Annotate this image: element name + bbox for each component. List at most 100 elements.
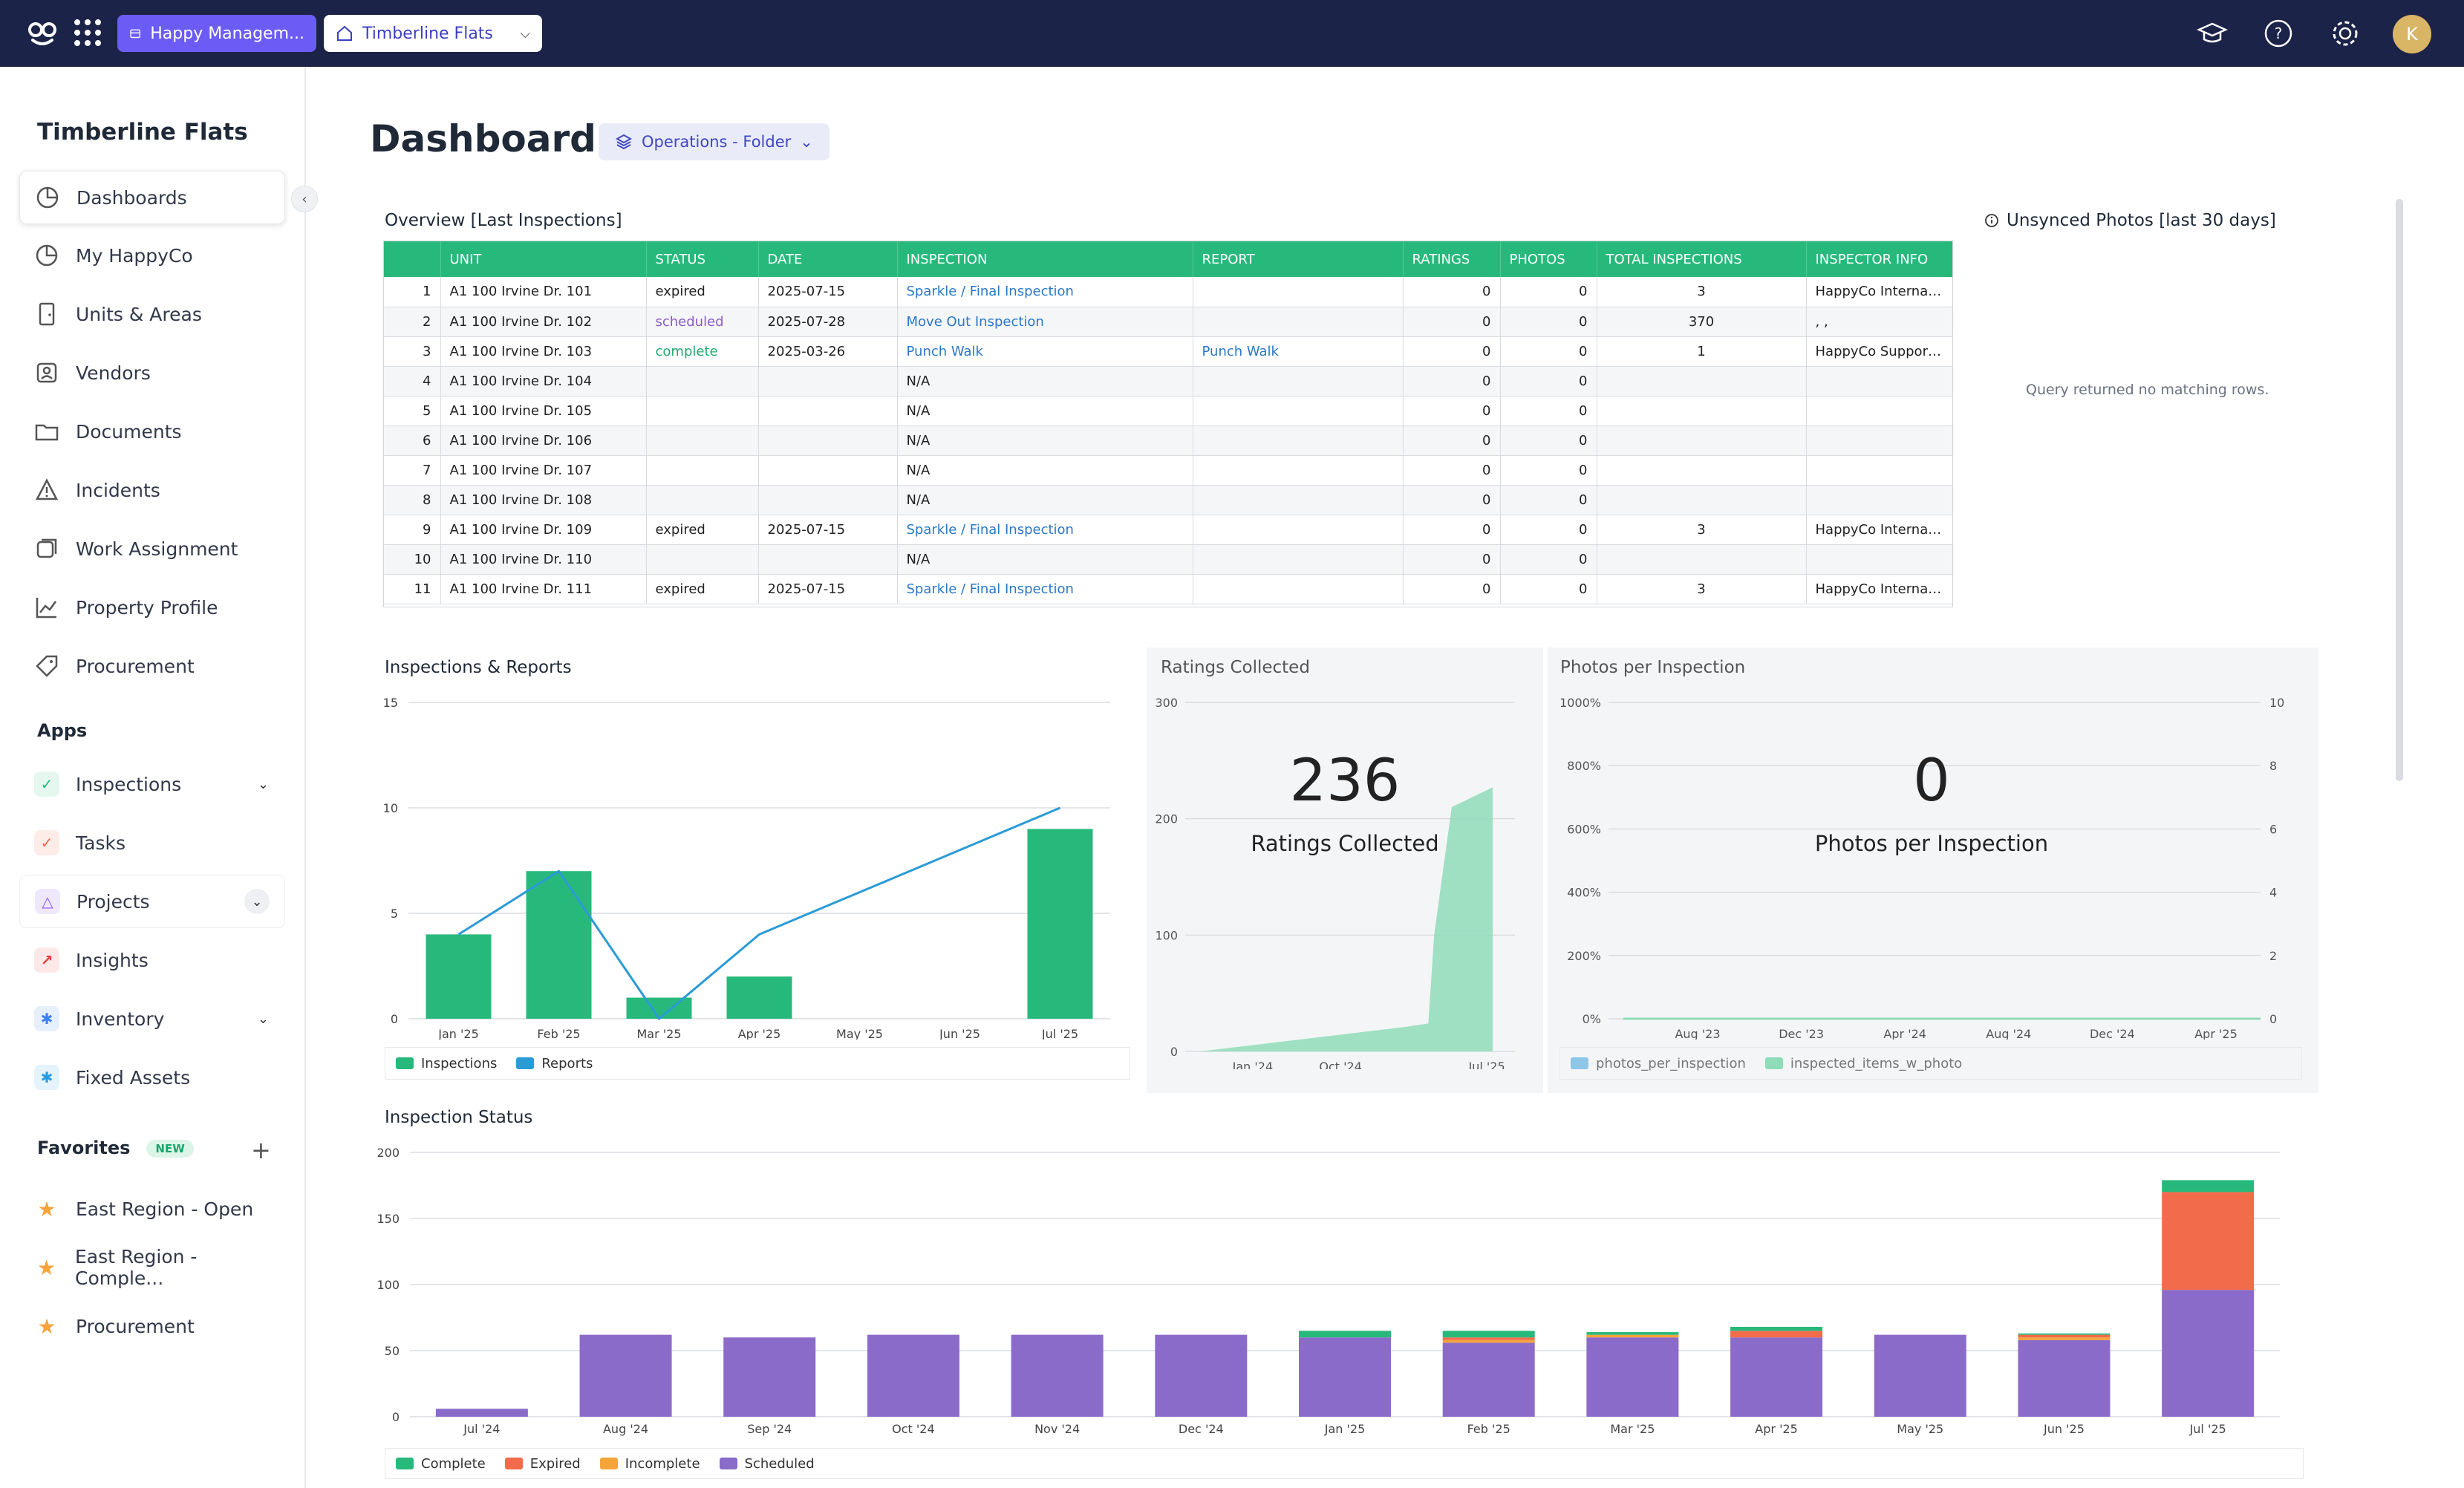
sidebar-item-label: Dashboards xyxy=(76,186,187,209)
folder-selector[interactable]: Operations - Folder ⌄ xyxy=(599,123,830,160)
bar-segment-scheduled xyxy=(1586,1337,1679,1417)
legend-item-reports[interactable]: Reports xyxy=(516,1056,593,1071)
cell-inspection[interactable]: Sparkle / Final Inspection xyxy=(897,515,1193,545)
add-favorite-icon[interactable]: + xyxy=(251,1136,271,1164)
cell-report xyxy=(1193,425,1404,456)
cell-date xyxy=(758,396,898,426)
legend-label: Complete xyxy=(421,1455,486,1472)
sidebar-item-my-happyco[interactable]: My HappyCo xyxy=(19,229,285,282)
column-header-index[interactable] xyxy=(384,241,441,277)
sidebar-property-title: Timberline Flats xyxy=(37,119,248,146)
big-number-label: Ratings Collected xyxy=(1251,831,1438,856)
legend-item-incomplete[interactable]: Incomplete xyxy=(599,1456,700,1472)
cell-unit: A1 100 Irvine Dr. 103 xyxy=(440,336,647,367)
graduation-cap-icon[interactable] xyxy=(2197,18,2228,49)
x-tick-label: Nov '24 xyxy=(1034,1422,1080,1436)
page-scrollbar[interactable] xyxy=(2396,199,2403,781)
x-tick-label: Jul '25 xyxy=(1041,1027,1078,1040)
chevron-down-icon[interactable]: ⌄ xyxy=(257,1011,269,1027)
favorite-item[interactable]: ★ East Region - Open xyxy=(19,1182,285,1236)
legend-item-expired[interactable]: Expired xyxy=(504,1456,581,1472)
table-row[interactable]: 6 A1 100 Irvine Dr. 106 N/A 0 0 xyxy=(384,425,1952,456)
sidebar-app-tasks[interactable]: ✓ Tasks xyxy=(19,816,285,869)
chevron-down-icon[interactable]: ⌄ xyxy=(257,776,269,792)
sidebar-app-projects[interactable]: △ Projects ⌄ xyxy=(19,875,285,928)
y-tick-label-left: 0% xyxy=(1583,1012,1601,1026)
cell-report xyxy=(1193,455,1404,486)
column-header-photos[interactable]: PHOTOS xyxy=(1500,241,1597,277)
sidebar-item-documents[interactable]: Documents xyxy=(19,405,285,458)
sidebar-item-work-assignment[interactable]: Work Assignment xyxy=(19,522,285,575)
help-icon[interactable]: ? xyxy=(2263,18,2294,49)
x-tick-label: Jul '25 xyxy=(1468,1060,1505,1069)
table-row[interactable]: 2 A1 100 Irvine Dr. 102 scheduled 2025-07-2… xyxy=(384,307,1952,337)
cell-inspection[interactable]: Punch Walk xyxy=(897,336,1193,367)
table-row[interactable]: 11 A1 100 Irvine Dr. 111 expired 2025-07-15… xyxy=(384,574,1952,604)
svg-text:?: ? xyxy=(2275,25,2283,42)
sidebar-app-insights[interactable]: ↗ Insights xyxy=(19,933,285,987)
chevron-down-icon[interactable]: ⌄ xyxy=(244,889,270,914)
cell-total-inspections xyxy=(1597,544,1807,575)
legend-swatch xyxy=(396,1057,414,1069)
sidebar-item-procurement[interactable]: Procurement xyxy=(19,639,285,693)
settings-gear-icon[interactable] xyxy=(2330,18,2361,49)
property-name: Timberline Flats xyxy=(362,24,493,43)
cell-date xyxy=(758,366,898,397)
table-row[interactable]: 5 A1 100 Irvine Dr. 105 N/A 0 0 xyxy=(384,396,1952,426)
cell-status: complete xyxy=(646,336,759,367)
column-header-total-inspections[interactable]: TOTAL INSPECTIONS xyxy=(1597,241,1807,277)
legend-swatch xyxy=(504,1458,523,1469)
legend-swatch xyxy=(1571,1057,1588,1069)
column-header-status[interactable]: STATUS xyxy=(646,241,759,277)
happyco-logo-icon[interactable] xyxy=(25,16,59,50)
sidebar-app-inspections[interactable]: ✓ Inspections ⌄ xyxy=(19,757,285,811)
sidebar-app-inventory[interactable]: ✱ Inventory ⌄ xyxy=(19,992,285,1045)
table-row[interactable]: 3 A1 100 Irvine Dr. 103 complete 2025-03-26… xyxy=(384,336,1952,367)
favorite-item[interactable]: ★ East Region - Comple... xyxy=(19,1241,285,1294)
column-header-inspection[interactable]: INSPECTION xyxy=(897,241,1193,277)
cell-row-index: 1 xyxy=(384,277,441,307)
table-row[interactable]: 4 A1 100 Irvine Dr. 104 N/A 0 0 xyxy=(384,366,1952,397)
y-tick-label: 10 xyxy=(383,801,398,815)
legend-label: photos_per_inspection xyxy=(1596,1055,1746,1071)
table-row[interactable]: 8 A1 100 Irvine Dr. 108 N/A 0 0 xyxy=(384,485,1952,515)
y-tick-label: 150 xyxy=(377,1212,400,1226)
cell-inspection[interactable]: Move Out Inspection xyxy=(897,307,1193,337)
legend-item-complete[interactable]: Complete xyxy=(396,1456,486,1472)
sidebar-item-dashboards[interactable]: Dashboards xyxy=(19,171,285,224)
sidebar-item-incidents[interactable]: Incidents xyxy=(19,463,285,517)
sidebar-item-vendors[interactable]: Vendors xyxy=(19,346,285,399)
table-row[interactable]: 10 A1 100 Irvine Dr. 110 N/A 0 0 xyxy=(384,544,1952,575)
sidebar-item-property-profile[interactable]: Property Profile xyxy=(19,581,285,634)
legend-item-inspected-items-w-photo[interactable]: inspected_items_w_photo xyxy=(1764,1056,1962,1071)
legend-item-inspections[interactable]: Inspections xyxy=(396,1056,497,1071)
column-header-report[interactable]: REPORT xyxy=(1193,241,1404,277)
sidebar-item-units-areas[interactable]: Units & Areas xyxy=(19,287,285,341)
cell-inspection: N/A xyxy=(897,396,1193,426)
sidebar-app-fixed-assets[interactable]: ✱ Fixed Assets xyxy=(19,1051,285,1104)
x-tick-label: Oct '24 xyxy=(1319,1060,1362,1069)
inspection-status-legend: Complete Expired Incomplete Scheduled xyxy=(385,1448,2304,1479)
app-launcher-icon[interactable] xyxy=(74,19,101,46)
cell-date: 2025-07-15 xyxy=(758,515,898,545)
table-row[interactable]: 1 A1 100 Irvine Dr. 101 expired 2025-07-15 S… xyxy=(384,277,1952,307)
cell-inspection[interactable]: Sparkle / Final Inspection xyxy=(897,574,1193,604)
legend-item-scheduled[interactable]: Scheduled xyxy=(719,1456,815,1472)
legend-item-photos-per-inspection[interactable]: photos_per_inspection xyxy=(1571,1056,1746,1071)
organization-selector[interactable]: Happy Managem... xyxy=(117,15,316,52)
cell-status xyxy=(646,425,759,456)
column-header-inspector-info[interactable]: INSPECTOR INFO xyxy=(1806,241,1952,277)
property-selector[interactable]: Timberline Flats ⌵ xyxy=(324,15,542,52)
table-row[interactable]: 9 A1 100 Irvine Dr. 109 expired 2025-07-15 S… xyxy=(384,515,1952,545)
table-row[interactable]: 7 A1 100 Irvine Dr. 107 N/A 0 0 xyxy=(384,455,1952,486)
favorite-item[interactable]: ★ Procurement xyxy=(19,1299,285,1353)
cell-report[interactable]: Punch Walk xyxy=(1193,336,1404,367)
column-header-ratings[interactable]: RATINGS xyxy=(1403,241,1501,277)
chevron-left-icon: ‹ xyxy=(302,191,307,207)
collapse-sidebar-button[interactable]: ‹ xyxy=(291,186,318,212)
sidebar-item-label: Units & Areas xyxy=(76,303,202,325)
column-header-date[interactable]: DATE xyxy=(758,241,898,277)
user-avatar[interactable]: K xyxy=(2393,15,2431,53)
cell-inspection[interactable]: Sparkle / Final Inspection xyxy=(897,277,1193,307)
column-header-unit[interactable]: UNIT xyxy=(440,241,647,277)
